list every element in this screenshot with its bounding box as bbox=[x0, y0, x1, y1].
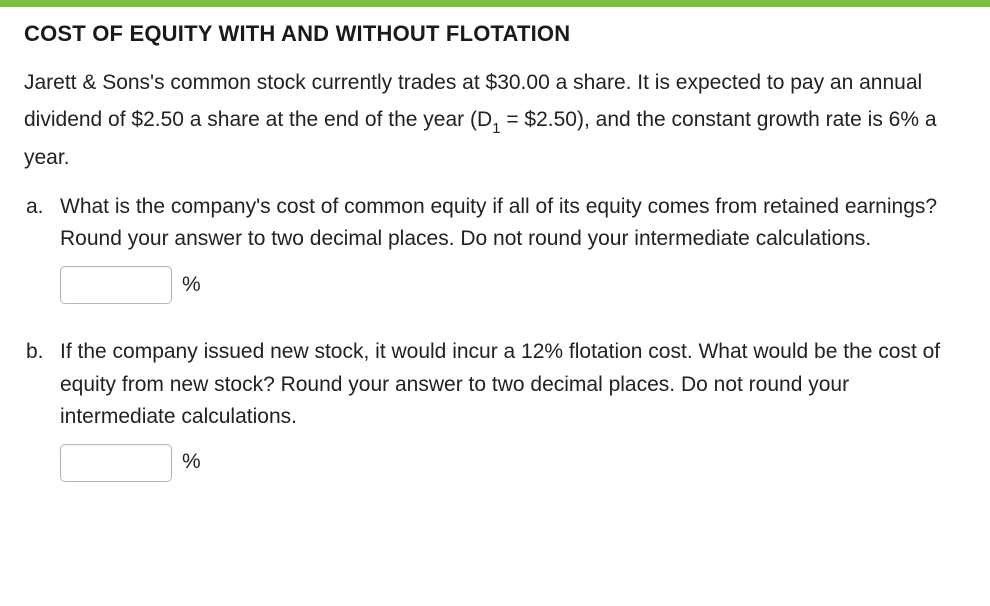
problem-title: COST OF EQUITY WITH AND WITHOUT FLOTATIO… bbox=[24, 21, 966, 47]
answer-input-b[interactable] bbox=[60, 444, 172, 482]
question-marker: a. bbox=[24, 191, 60, 304]
answer-row: % bbox=[60, 266, 966, 304]
question-body: If the company issued new stock, it woul… bbox=[60, 336, 966, 482]
intro-subscript: 1 bbox=[492, 120, 500, 137]
problem-intro: Jarett & Sons's common stock currently t… bbox=[24, 65, 966, 177]
problem-container: COST OF EQUITY WITH AND WITHOUT FLOTATIO… bbox=[0, 0, 990, 544]
question-item-a: a. What is the company's cost of common … bbox=[24, 191, 966, 304]
answer-row: % bbox=[60, 444, 966, 482]
question-marker: b. bbox=[24, 336, 60, 482]
answer-unit: % bbox=[182, 269, 201, 302]
question-list: a. What is the company's cost of common … bbox=[24, 191, 966, 482]
question-item-b: b. If the company issued new stock, it w… bbox=[24, 336, 966, 482]
question-body: What is the company's cost of common equ… bbox=[60, 191, 966, 304]
question-text: If the company issued new stock, it woul… bbox=[60, 336, 966, 434]
question-text: What is the company's cost of common equ… bbox=[60, 191, 966, 256]
answer-input-a[interactable] bbox=[60, 266, 172, 304]
answer-unit: % bbox=[182, 446, 201, 479]
